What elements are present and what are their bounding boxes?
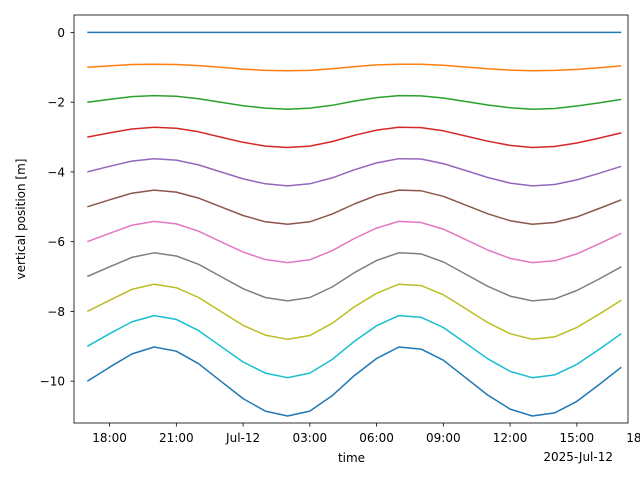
y-axis-label: vertical position [m]	[14, 159, 28, 280]
x-axis-offset-label: 2025-Jul-12	[543, 450, 613, 464]
series-line-3	[87, 126, 622, 149]
y-tick-label: −2	[47, 96, 65, 110]
series-line-7	[87, 252, 622, 302]
series-line-10	[86, 346, 622, 417]
y-tick-label: −8	[47, 305, 65, 319]
x-tick-label: 06:00	[359, 431, 394, 445]
y-tick-label: 0	[57, 26, 65, 40]
x-axis-label: time	[338, 451, 365, 465]
x-tick-label: 21:00	[159, 431, 194, 445]
x-tick-label: 18:00	[626, 431, 640, 445]
plot-frame	[73, 14, 629, 424]
x-tick-label: 12:00	[493, 431, 528, 445]
series-line-1	[87, 63, 622, 72]
x-tick-label: 18:00	[92, 431, 127, 445]
x-tick-label: 09:00	[426, 431, 461, 445]
y-tick-label: −4	[47, 165, 65, 179]
series-line-9	[86, 314, 622, 379]
series-line-6	[87, 220, 622, 264]
series-line-4	[87, 157, 622, 187]
series-layer	[86, 31, 622, 417]
x-tick-label: 03:00	[293, 431, 328, 445]
y-tick-label: −6	[47, 235, 65, 249]
y-tick-label: −10	[40, 375, 65, 389]
x-tick-label: Jul-12	[225, 431, 260, 445]
series-line-2	[87, 94, 622, 110]
series-line-8	[86, 283, 622, 341]
series-line-5	[87, 189, 622, 225]
x-tick-label: 15:00	[560, 431, 595, 445]
axes-layer: 18:00 21:00 Jul-12 03:00 06:00 09:00 12:00 15:0…	[40, 26, 640, 445]
